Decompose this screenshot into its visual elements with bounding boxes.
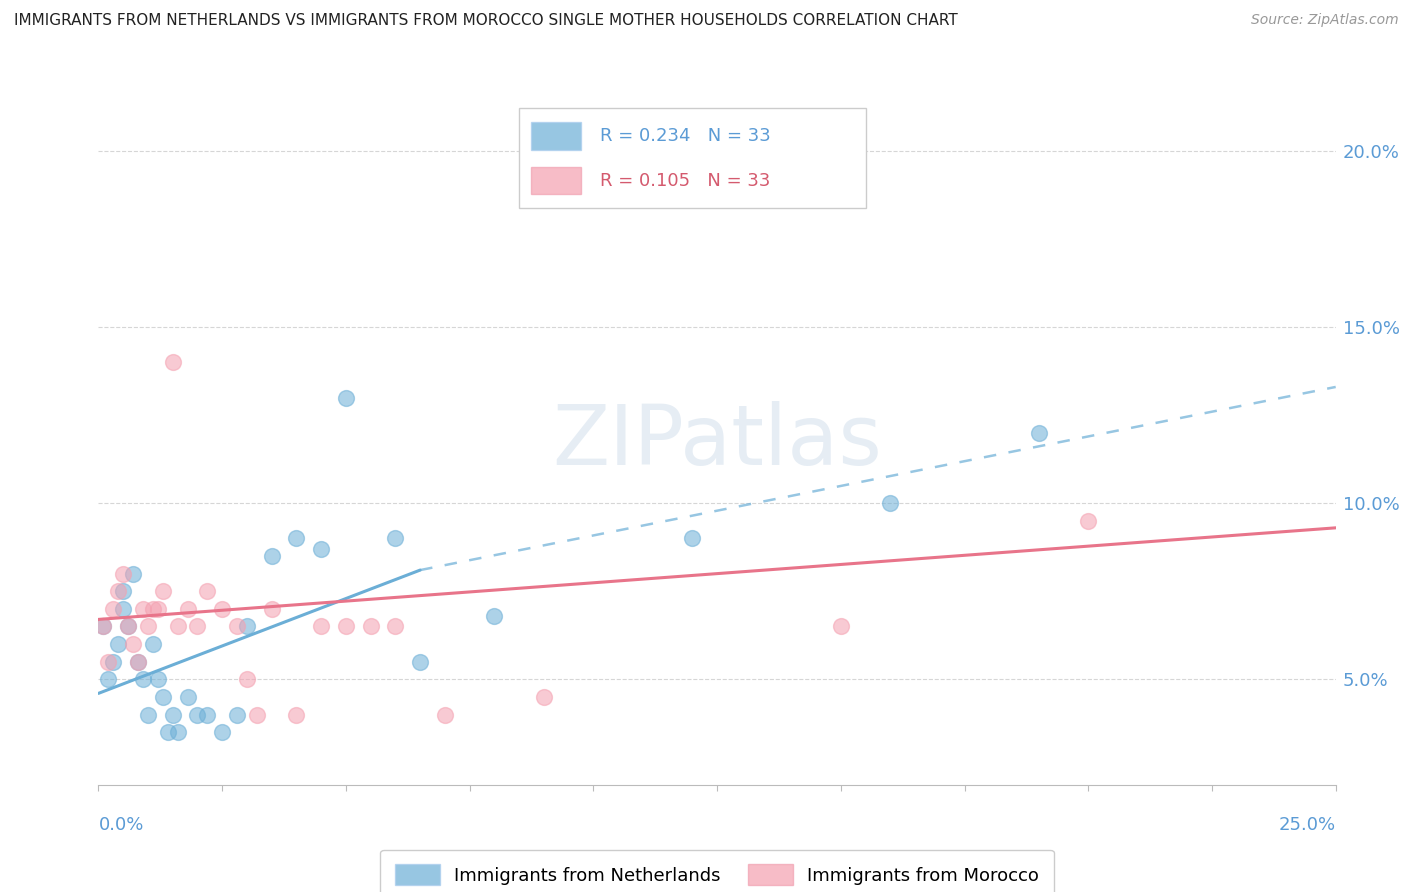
Point — [533, 690, 555, 704]
Point — [384, 619, 406, 633]
Text: 0.0%: 0.0% — [98, 816, 143, 834]
Point — [127, 655, 149, 669]
Point — [186, 707, 208, 722]
Point — [236, 619, 259, 633]
Point — [103, 602, 125, 616]
Point — [360, 619, 382, 633]
Point — [1028, 425, 1050, 440]
Point — [112, 602, 135, 616]
Point — [156, 725, 179, 739]
Point — [384, 532, 406, 546]
Point — [166, 619, 188, 633]
Point — [152, 690, 174, 704]
Point — [117, 619, 139, 633]
Point — [152, 584, 174, 599]
Point — [335, 619, 357, 633]
Point — [122, 637, 145, 651]
Point — [97, 673, 120, 687]
Point — [211, 602, 233, 616]
Point — [309, 619, 332, 633]
Point — [136, 707, 159, 722]
Point — [127, 655, 149, 669]
Point — [681, 532, 703, 546]
Text: ZIPatlas: ZIPatlas — [553, 401, 882, 482]
Point — [146, 673, 169, 687]
Point — [879, 496, 901, 510]
Point — [309, 541, 332, 556]
Legend: Immigrants from Netherlands, Immigrants from Morocco: Immigrants from Netherlands, Immigrants … — [380, 850, 1054, 892]
Point — [226, 707, 249, 722]
FancyBboxPatch shape — [531, 122, 581, 150]
Point — [195, 707, 218, 722]
Text: R = 0.105   N = 33: R = 0.105 N = 33 — [599, 171, 770, 189]
Point — [260, 549, 283, 563]
Point — [176, 602, 198, 616]
Text: 25.0%: 25.0% — [1278, 816, 1336, 834]
Point — [246, 707, 269, 722]
Point — [335, 391, 357, 405]
Point — [97, 655, 120, 669]
Point — [136, 619, 159, 633]
Point — [433, 707, 456, 722]
Point — [146, 602, 169, 616]
Point — [162, 707, 184, 722]
Point — [142, 602, 165, 616]
Point — [112, 566, 135, 581]
Point — [1077, 514, 1099, 528]
Point — [166, 725, 188, 739]
Point — [211, 725, 233, 739]
Point — [142, 637, 165, 651]
FancyBboxPatch shape — [531, 167, 581, 194]
Text: Source: ZipAtlas.com: Source: ZipAtlas.com — [1251, 13, 1399, 28]
Point — [132, 602, 155, 616]
Point — [112, 584, 135, 599]
Point — [93, 619, 115, 633]
Point — [260, 602, 283, 616]
Point — [409, 655, 432, 669]
Point — [122, 566, 145, 581]
Point — [681, 144, 703, 158]
Point — [93, 619, 115, 633]
Point — [107, 584, 129, 599]
Point — [117, 619, 139, 633]
Point — [226, 619, 249, 633]
Point — [236, 673, 259, 687]
Text: IMMIGRANTS FROM NETHERLANDS VS IMMIGRANTS FROM MOROCCO SINGLE MOTHER HOUSEHOLDS : IMMIGRANTS FROM NETHERLANDS VS IMMIGRANT… — [14, 13, 957, 29]
Point — [162, 355, 184, 369]
Point — [285, 532, 308, 546]
Point — [830, 619, 852, 633]
Point — [186, 619, 208, 633]
Point — [107, 637, 129, 651]
Point — [132, 673, 155, 687]
Text: R = 0.234   N = 33: R = 0.234 N = 33 — [599, 127, 770, 145]
Point — [195, 584, 218, 599]
Point — [285, 707, 308, 722]
Point — [176, 690, 198, 704]
Point — [103, 655, 125, 669]
FancyBboxPatch shape — [519, 109, 866, 208]
Point — [484, 608, 506, 623]
